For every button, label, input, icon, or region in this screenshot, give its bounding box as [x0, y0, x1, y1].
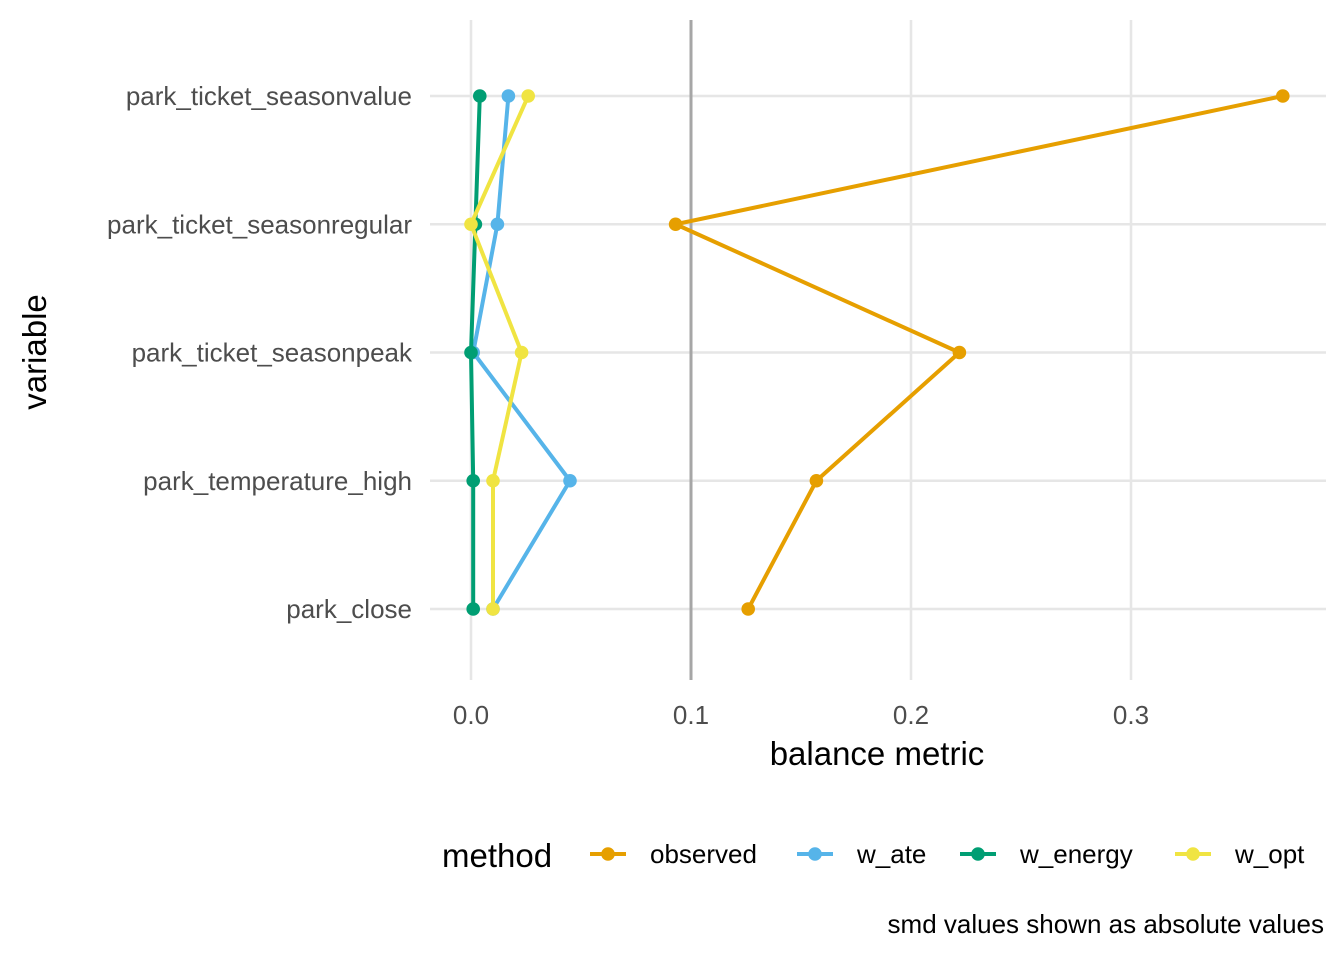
x-axis-title: balance metric — [770, 735, 985, 772]
x-tick-label: 0.1 — [673, 700, 709, 730]
legend-key-point — [601, 847, 615, 861]
data-point-w_energy — [464, 345, 478, 360]
data-point-w_opt — [464, 217, 478, 232]
data-point-w_energy — [466, 602, 481, 616]
y-axis-title: variable — [16, 294, 53, 410]
data-point-w_energy — [466, 473, 481, 488]
data-point-w_ate — [490, 217, 505, 232]
legend-label: w_energy — [1019, 839, 1133, 869]
series-layer — [464, 89, 1290, 616]
legend-item-w_energy: w_energy — [960, 839, 1133, 869]
series-observed — [668, 89, 1290, 616]
series-w_opt — [464, 89, 535, 616]
x-tick-labels: 0.0 0.1 0.2 0.3 — [453, 700, 1149, 730]
y-tick-label: park_ticket_seasonpeak — [132, 338, 413, 368]
legend-key-point — [1186, 847, 1200, 861]
y-tick-label: park_temperature_high — [143, 466, 412, 496]
data-point-observed — [1276, 89, 1290, 103]
y-tick-label: park_close — [286, 594, 412, 624]
series-w_energy — [464, 89, 487, 616]
legend-key-point — [808, 847, 822, 861]
data-point-w_energy — [473, 89, 487, 103]
legend-item-w_opt: w_opt — [1175, 839, 1305, 869]
data-point-w_ate — [501, 89, 516, 103]
legend-label: observed — [650, 839, 757, 869]
legend-label: w_ate — [856, 839, 926, 869]
legend-title: method — [442, 837, 552, 874]
legend-key-point — [971, 847, 985, 861]
data-point-w_ate — [563, 473, 577, 488]
data-point-observed — [668, 217, 683, 232]
grid-layer — [430, 20, 1326, 680]
data-point-observed — [952, 345, 967, 360]
data-point-w_opt — [521, 89, 535, 103]
legend: method observed w_ate w_energy w_opt — [442, 837, 1305, 874]
caption: smd values shown as absolute values — [888, 909, 1324, 939]
legend-label: w_opt — [1234, 839, 1305, 869]
y-tick-label: park_ticket_seasonvalue — [126, 81, 412, 111]
legend-item-w_ate: w_ate — [797, 839, 926, 869]
y-tick-label: park_ticket_seasonregular — [107, 209, 412, 239]
data-point-observed — [741, 602, 755, 616]
x-tick-label: 0.2 — [893, 700, 929, 730]
data-point-w_opt — [486, 602, 500, 616]
data-point-w_opt — [486, 473, 500, 488]
data-point-observed — [809, 473, 824, 488]
legend-item-observed: observed — [590, 839, 757, 869]
y-tick-labels: park_close park_temperature_high park_tick… — [107, 81, 413, 624]
x-tick-label: 0.3 — [1113, 700, 1149, 730]
data-point-w_opt — [514, 345, 529, 360]
x-tick-label: 0.0 — [453, 700, 489, 730]
